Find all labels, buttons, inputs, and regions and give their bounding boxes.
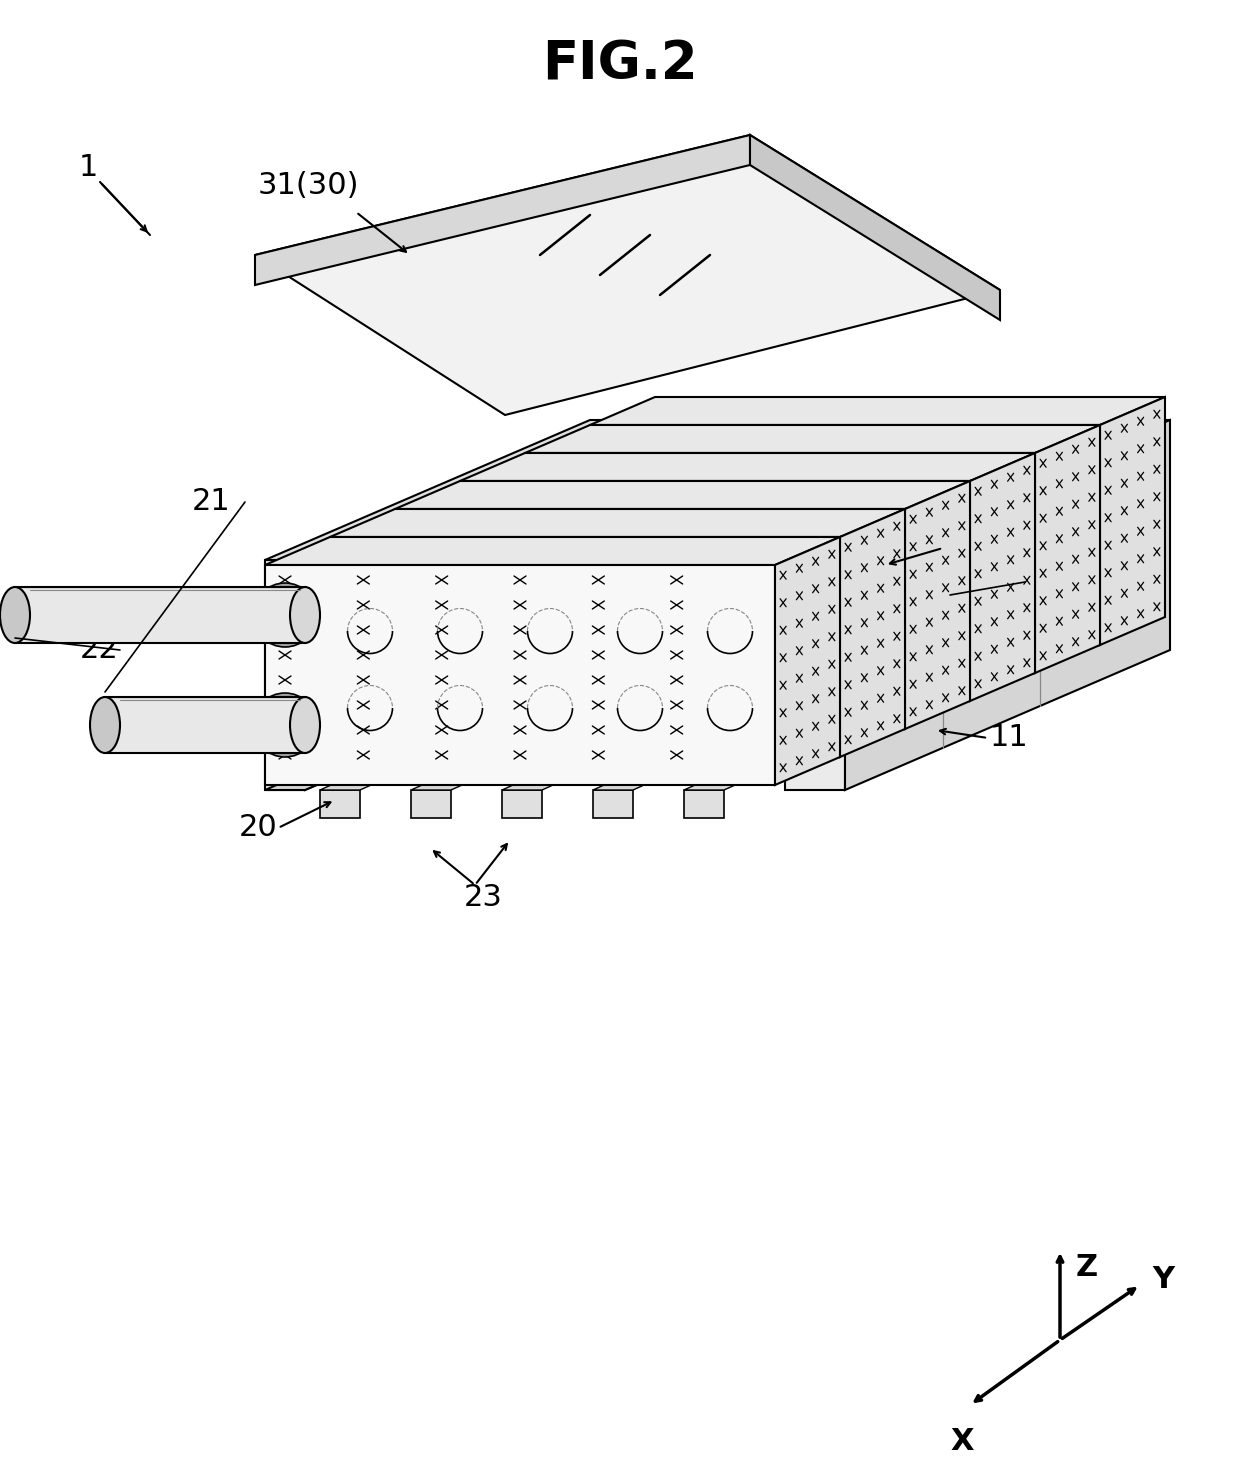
Text: 21: 21 (191, 487, 229, 517)
Polygon shape (330, 509, 905, 538)
Polygon shape (396, 481, 970, 509)
Text: 11a: 11a (1028, 567, 1085, 597)
Polygon shape (255, 135, 999, 415)
Polygon shape (305, 421, 630, 789)
Polygon shape (593, 789, 632, 818)
Polygon shape (844, 421, 1171, 789)
Polygon shape (320, 780, 379, 789)
Polygon shape (255, 135, 750, 284)
Polygon shape (15, 586, 305, 643)
Text: 23: 23 (464, 884, 502, 912)
Polygon shape (525, 425, 1100, 453)
Polygon shape (750, 135, 999, 320)
Polygon shape (460, 453, 1035, 481)
Polygon shape (396, 509, 905, 729)
Text: 31(30): 31(30) (257, 170, 358, 200)
Polygon shape (775, 538, 839, 785)
Polygon shape (330, 538, 839, 757)
Polygon shape (265, 650, 630, 789)
Text: X: X (950, 1428, 973, 1456)
Polygon shape (684, 780, 744, 789)
Text: FIG.2: FIG.2 (542, 39, 698, 90)
Polygon shape (460, 481, 970, 701)
Polygon shape (410, 789, 451, 818)
Circle shape (253, 693, 317, 757)
Polygon shape (502, 780, 562, 789)
Ellipse shape (290, 586, 320, 643)
Polygon shape (785, 560, 844, 789)
Polygon shape (502, 789, 542, 818)
Polygon shape (684, 789, 724, 818)
Polygon shape (410, 780, 471, 789)
Polygon shape (905, 481, 970, 729)
Circle shape (253, 584, 317, 647)
Polygon shape (320, 789, 360, 818)
Text: 1: 1 (78, 154, 98, 182)
Polygon shape (1100, 397, 1166, 646)
Polygon shape (593, 780, 653, 789)
Polygon shape (525, 453, 1035, 672)
Polygon shape (105, 698, 305, 752)
Polygon shape (785, 421, 1171, 560)
Text: 20: 20 (238, 813, 278, 843)
Ellipse shape (91, 698, 120, 752)
Polygon shape (970, 453, 1035, 701)
Polygon shape (265, 560, 305, 789)
Polygon shape (265, 564, 775, 785)
Ellipse shape (0, 586, 30, 643)
Polygon shape (839, 509, 905, 757)
Polygon shape (590, 397, 1166, 425)
Text: Y: Y (1152, 1265, 1174, 1294)
Ellipse shape (290, 698, 320, 752)
Text: Z: Z (1076, 1253, 1099, 1283)
Text: 22: 22 (79, 635, 118, 665)
Polygon shape (1035, 425, 1100, 672)
Polygon shape (265, 421, 630, 560)
Polygon shape (590, 425, 1100, 646)
Polygon shape (265, 538, 839, 564)
Text: 11: 11 (990, 724, 1029, 752)
Text: 10: 10 (945, 533, 983, 563)
